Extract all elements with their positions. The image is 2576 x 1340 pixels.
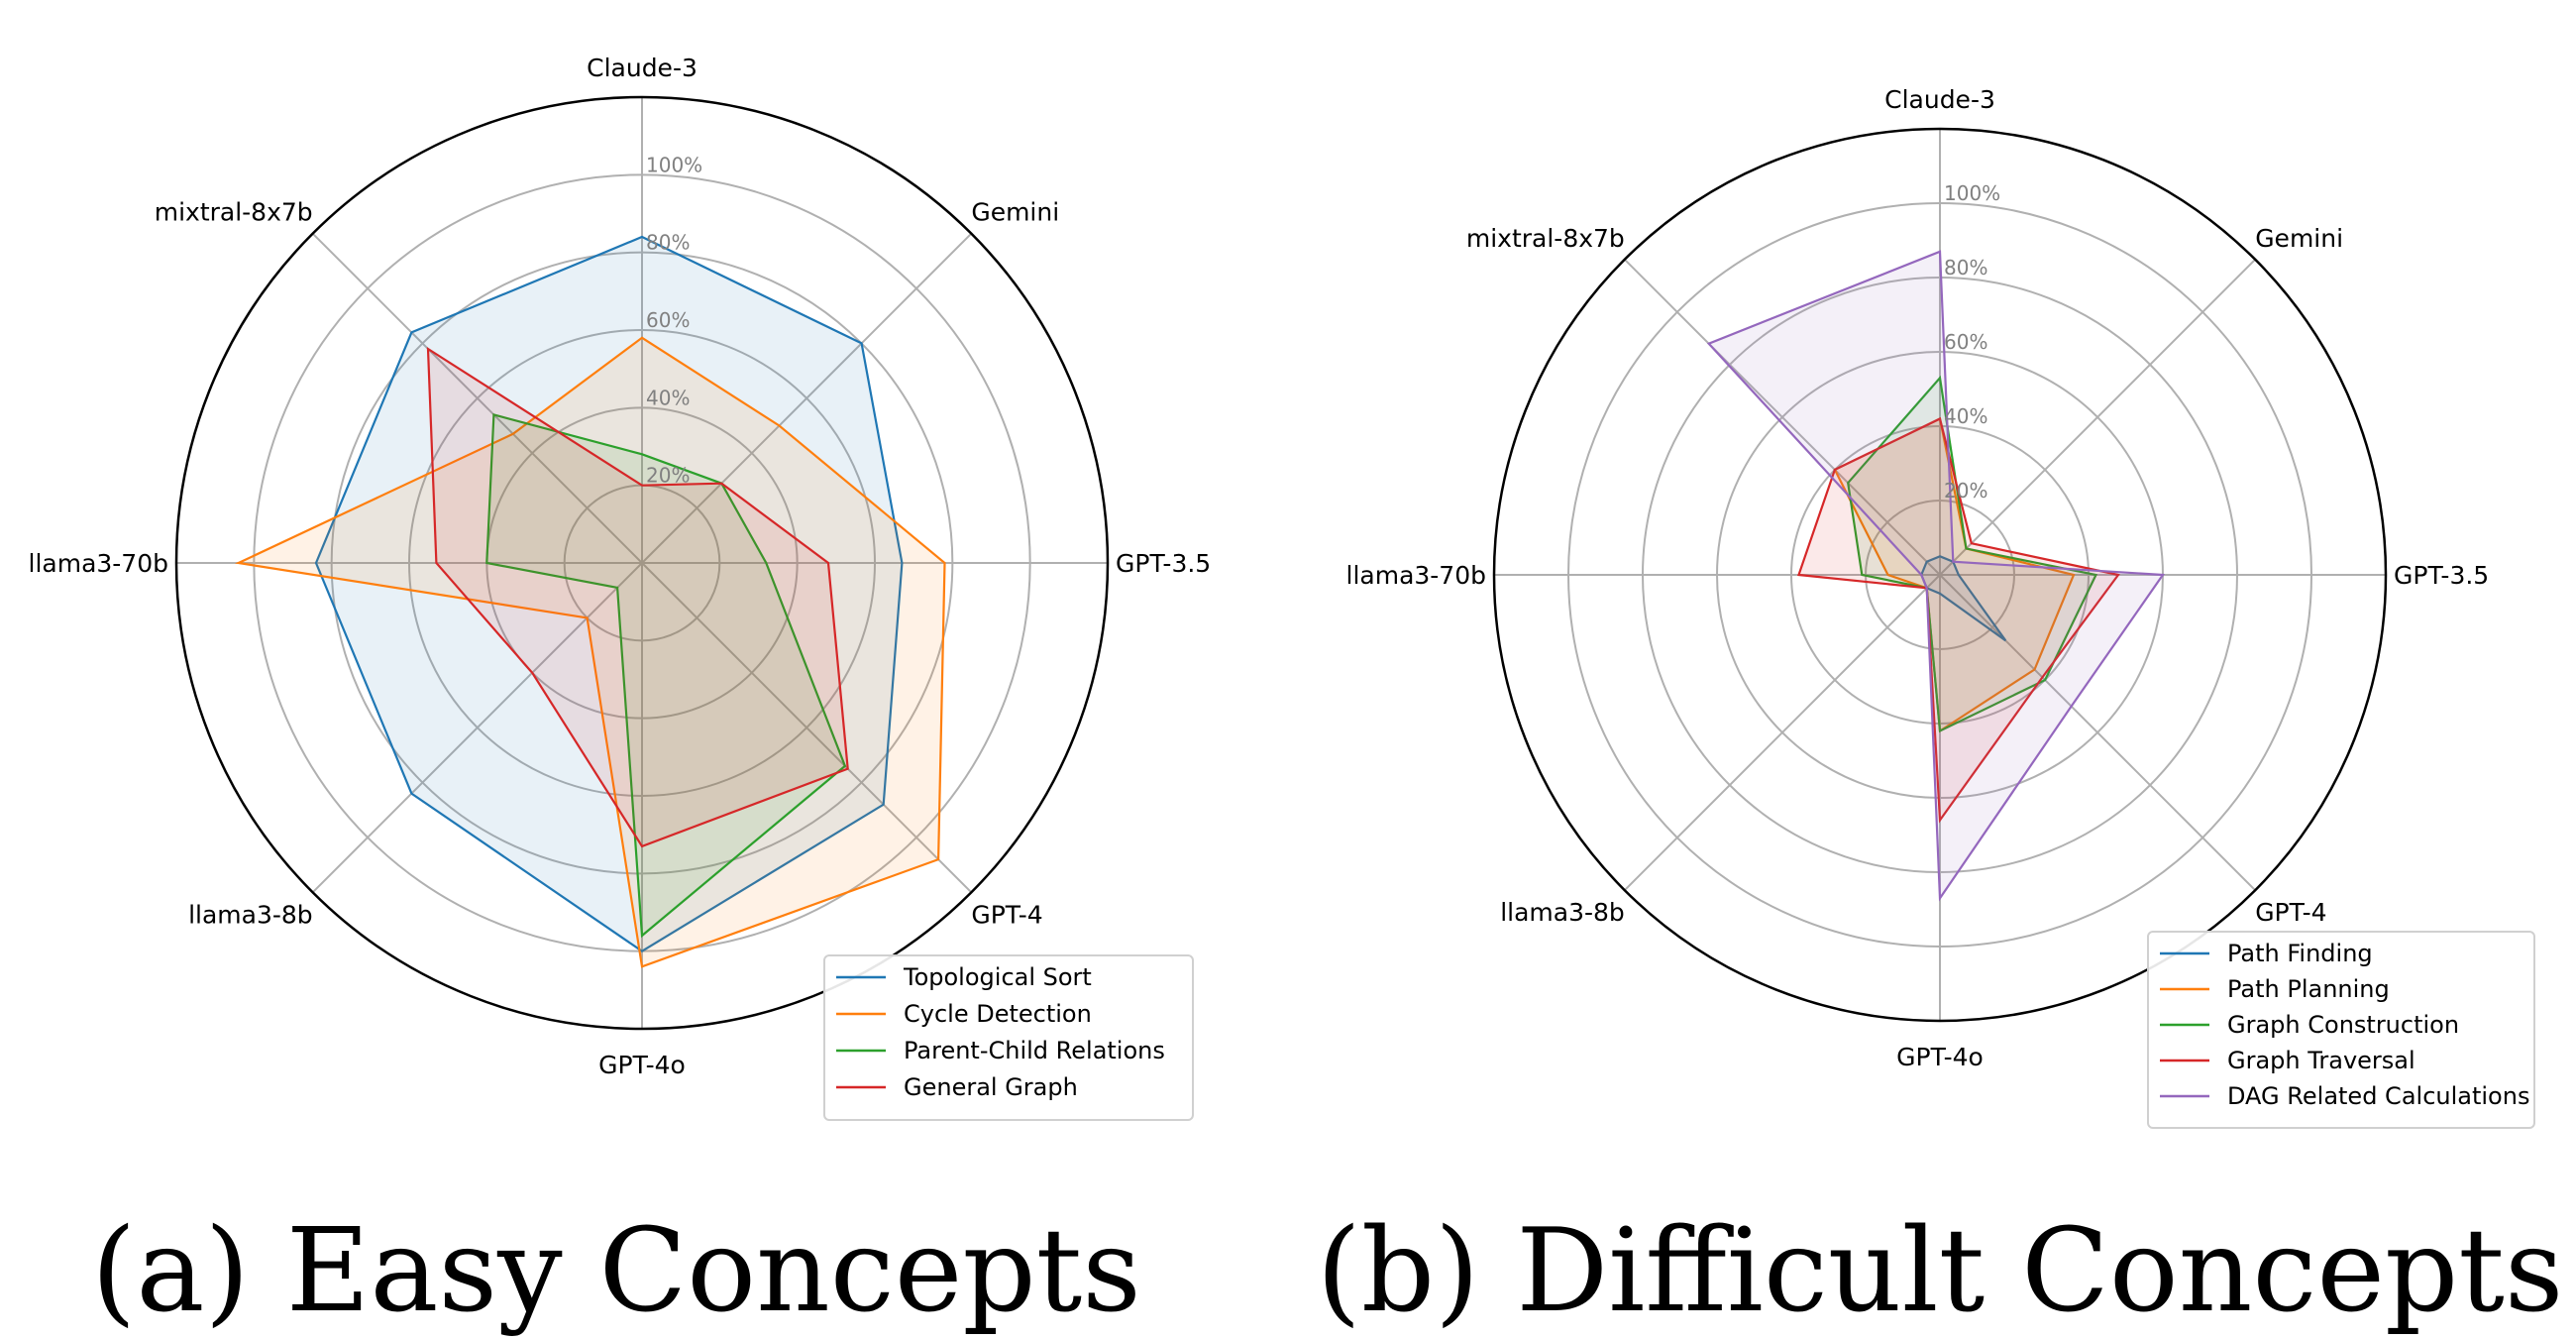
legend-box: [823, 954, 1194, 1121]
spoke-gpt-4: [641, 562, 973, 894]
axis-label-gpt-4o: GPT-4o: [1896, 1043, 1984, 1071]
spoke-mixtral-8x7b: [311, 232, 643, 564]
legend-label-parent-child-relations: Parent-Child Relations: [904, 1037, 1165, 1064]
legend: Topological Sort Cycle Detection Parent-Ch…: [823, 954, 1194, 1121]
radial-tick-label: 80%: [1944, 256, 1987, 279]
legend-label-dag-related-calculations: DAG Related Calculations: [2227, 1082, 2529, 1110]
legend-label-graph-construction: Graph Construction: [2227, 1011, 2459, 1039]
legend-box: [2147, 931, 2535, 1129]
series-graph-construction: [1847, 375, 2098, 733]
outer-frame: [1492, 127, 2388, 1023]
axis-label-claude-3: Claude-3: [1884, 85, 1995, 114]
legend-label-graph-traversal: Graph Traversal: [2227, 1047, 2415, 1074]
radial-tick-label: 20%: [646, 464, 690, 488]
radial-tick-label: 40%: [1944, 404, 1987, 428]
axis-label-llama3-8b: llama3-8b: [1500, 898, 1625, 927]
spoke-gemini: [641, 232, 973, 564]
axis-label-gpt-3-5: GPT-3.5: [2394, 561, 2489, 590]
legend-label-cycle-detection: Cycle Detection: [904, 1000, 1092, 1028]
series-path-finding: [1920, 555, 2007, 642]
spoke-mixtral-8x7b: [1624, 259, 1941, 576]
spoke-gemini: [1939, 259, 2256, 576]
axis-label-gemini: Gemini: [971, 198, 1059, 227]
spoke-gpt-4: [1939, 574, 2256, 891]
legend-label-topological-sort: Topological Sort: [903, 963, 1092, 991]
legend: Path Finding Path Planning Graph Construct…: [2147, 931, 2535, 1129]
series-cycle-detection: [234, 336, 946, 968]
axis-label-gpt-3-5: GPT-3.5: [1116, 549, 1211, 578]
radial-tick-label: 100%: [1944, 181, 2000, 205]
caption-easy-concepts: (a) Easy Concepts: [91, 1204, 1141, 1338]
spoke-llama3-8b: [1624, 574, 1941, 891]
legend-label-general-graph: General Graph: [904, 1073, 1078, 1101]
series-general-graph: [426, 346, 849, 848]
series-graph-traversal: [1797, 416, 2120, 824]
axis-label-llama3-70b: llama3-70b: [1346, 561, 1487, 590]
outer-frame: [174, 95, 1110, 1031]
caption-difficult-concepts: (b) Difficult Concepts: [1317, 1204, 2564, 1338]
axis-label-mixtral-8x7b: mixtral-8x7b: [1466, 224, 1625, 253]
legend-label-path-planning: Path Planning: [2227, 975, 2390, 1003]
series-topological-sort: [314, 235, 904, 953]
radial-tick-label: 60%: [646, 308, 690, 332]
axis-label-claude-3: Claude-3: [587, 54, 698, 82]
radar-chart-difficult-concepts: 20% 40% 60% 80% 100% Claude-3 Gemini GPT-3.5 GPT…: [1346, 85, 2535, 1129]
axis-label-mixtral-8x7b: mixtral-8x7b: [155, 198, 313, 227]
radial-tick-label: 80%: [646, 231, 690, 255]
axis-label-gpt-4: GPT-4: [971, 900, 1042, 929]
radar-chart-easy-concepts: 20% 40% 60% 80% 100% Claude-3 Gemini GPT-3.5 GPT…: [29, 54, 1211, 1121]
axis-label-gpt-4o: GPT-4o: [598, 1051, 686, 1079]
axis-label-llama3-8b: llama3-8b: [188, 900, 313, 929]
radial-tick-label: 20%: [1944, 479, 1987, 502]
radial-tick-label: 60%: [1944, 330, 1987, 354]
axis-label-llama3-70b: llama3-70b: [29, 549, 169, 578]
series-parent-child-relations: [485, 412, 847, 939]
axis-label-gpt-4: GPT-4: [2255, 898, 2326, 927]
series-dag-related-calculations: [1706, 250, 2166, 902]
radial-tick-label: 100%: [646, 153, 702, 176]
radial-tick-label: 40%: [646, 386, 690, 409]
axis-label-gemini: Gemini: [2255, 224, 2343, 253]
legend-label-path-finding: Path Finding: [2227, 940, 2373, 967]
